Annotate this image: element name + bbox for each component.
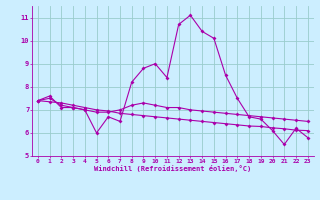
X-axis label: Windchill (Refroidissement éolien,°C): Windchill (Refroidissement éolien,°C) bbox=[94, 165, 252, 172]
